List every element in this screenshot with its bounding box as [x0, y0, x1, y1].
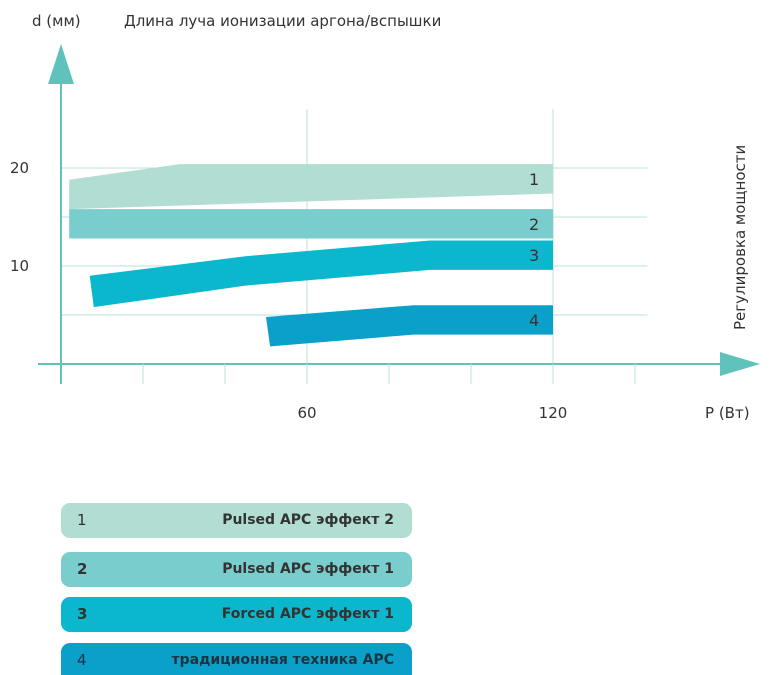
legend-number: 3 [77, 605, 88, 623]
x-tick-label: 120 [539, 404, 568, 422]
legend-item-1: 1 Pulsed APC эффект 2 [61, 503, 412, 538]
chart-title: Длина луча ионизации аргона/вспышки [124, 12, 441, 30]
series-label-1: 1 [529, 170, 539, 189]
legend-item-4: 4 традиционная техника APC [61, 643, 412, 675]
legend-label: Pulsed APC эффект 2 [222, 512, 394, 528]
legend-number: 2 [77, 560, 88, 578]
series-label-3: 3 [529, 246, 539, 265]
chart: 1 2 3 4 60 120 10 20 d (мм) Длина луча ионизации … [10, 12, 760, 422]
y-tick-label: 20 [10, 159, 29, 177]
series-band-4 [266, 305, 553, 347]
y-axis-label: d (мм) [32, 12, 81, 30]
legend-label: традиционная техника APC [171, 652, 394, 668]
series-band-3 [89, 240, 553, 308]
series-band-2 [69, 209, 553, 239]
x-tick-label: 60 [297, 404, 316, 422]
y-tick-label: 10 [10, 257, 29, 275]
x-axis-arrow [720, 352, 760, 376]
legend-number: 4 [77, 651, 87, 669]
legend-label: Forced APC эффект 1 [221, 606, 394, 622]
right-side-label: Регулировка мощности [731, 145, 749, 330]
legend-item-3: 3 Forced APC эффект 1 [61, 597, 412, 632]
series-label-2: 2 [529, 215, 539, 234]
legend-label: Pulsed APC эффект 1 [222, 561, 394, 577]
x-axis-label: P (Вт) [705, 404, 750, 422]
legend-number: 1 [77, 511, 87, 529]
series-band-1 [69, 164, 553, 210]
y-axis-arrow [48, 44, 74, 84]
legend-item-2: 2 Pulsed APC эффект 1 [61, 552, 412, 587]
series-label-4: 4 [529, 311, 539, 330]
